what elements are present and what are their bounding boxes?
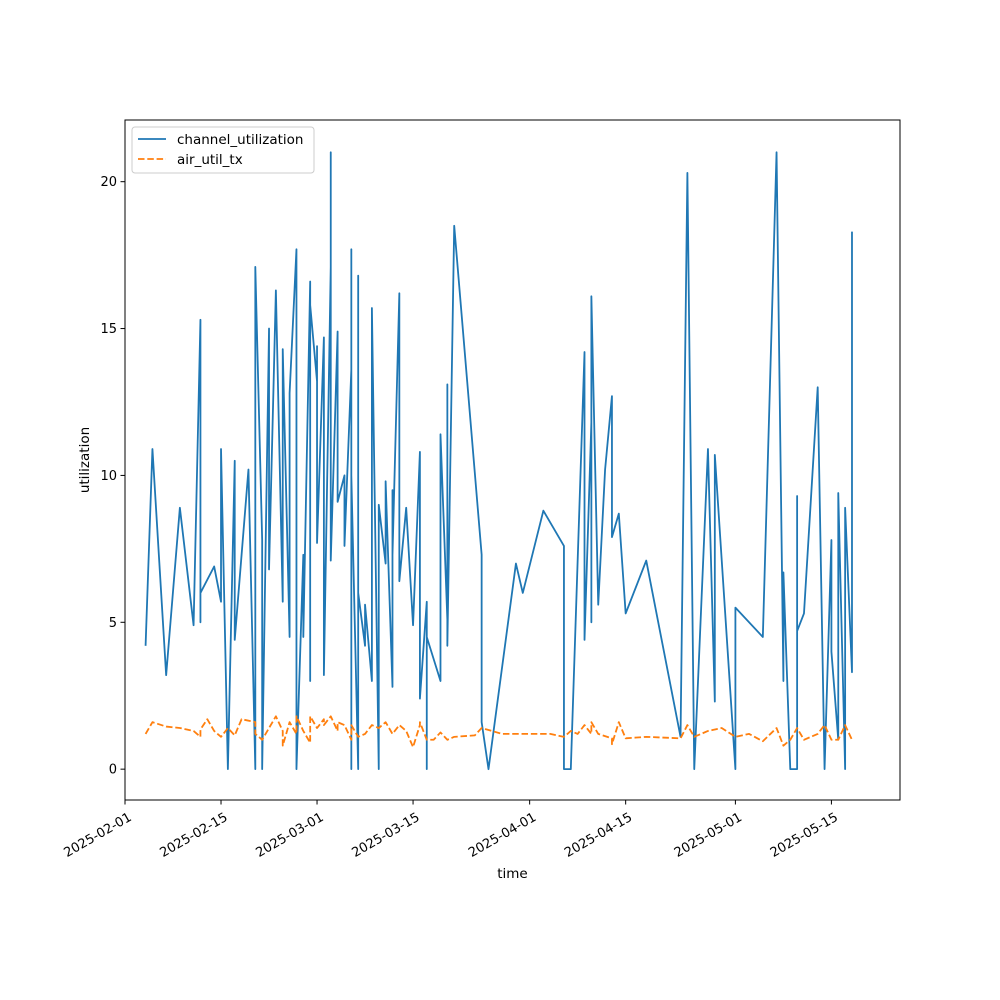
series-layer — [144, 151, 853, 771]
legend: channel_utilization air_util_tx — [131, 126, 315, 174]
y-tick-label: 0 — [109, 763, 117, 778]
axes-frame — [124, 119, 901, 801]
legend-box — [131, 126, 315, 174]
y-tick-label: 10 — [100, 469, 117, 484]
legend-label: air_util_tx — [177, 152, 243, 168]
series-line-channel-utilization — [144, 151, 853, 771]
y-tick-label: 15 — [100, 322, 117, 337]
y-axis: 0 5 10 15 20 — [100, 175, 125, 778]
y-axis-label: utilization — [77, 427, 93, 493]
y-tick-label: 5 — [109, 616, 117, 631]
legend-label: channel_utilization — [177, 132, 304, 148]
x-axis-label: time — [497, 866, 528, 882]
y-tick-label: 20 — [100, 175, 117, 190]
series-line-air-util-tx — [144, 715, 853, 749]
